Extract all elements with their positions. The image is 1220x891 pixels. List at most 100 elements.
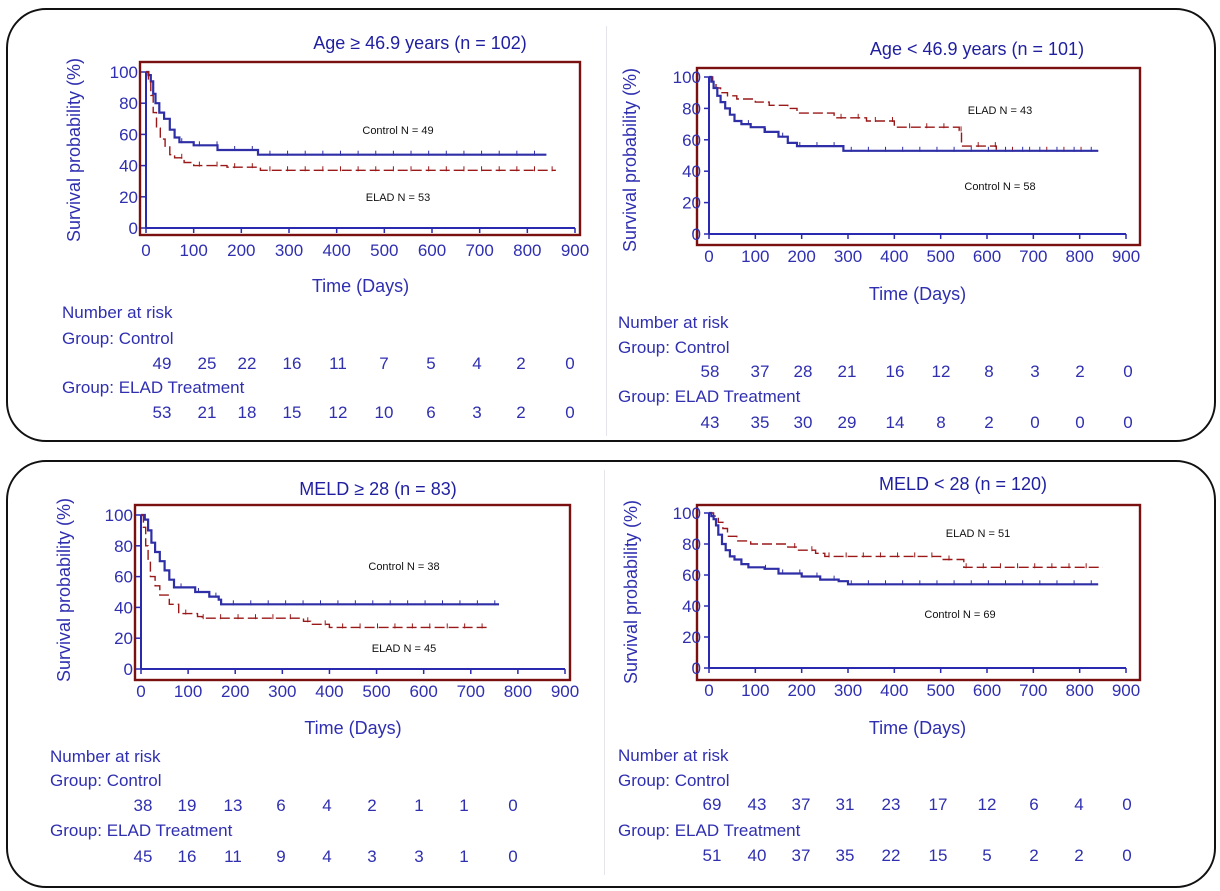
chart-1-risk-elad-value: 10 — [375, 403, 394, 422]
chart-4-x-tick-label: 100 — [741, 681, 769, 700]
chart-1-x-axis-title: Time (Days) — [312, 276, 409, 296]
chart-2-risk-control-value: 58 — [701, 362, 720, 381]
chart-1-risk-control-value: 5 — [426, 354, 435, 373]
chart-2-x-axis-title: Time (Days) — [869, 284, 966, 304]
chart-3-y-tick-label: 20 — [114, 629, 133, 648]
chart-2-y-tick-label: 40 — [682, 162, 701, 181]
chart-2-risk-control-value: 37 — [751, 362, 770, 381]
chart-3-x-tick-label: 300 — [268, 682, 296, 701]
chart-2-control-curve — [709, 75, 1099, 152]
chart-3-risk-elad-value: 1 — [459, 847, 468, 866]
chart-4-risk-control-value: 0 — [1122, 795, 1131, 814]
chart-4-risk-group-elad-label: Group: ELAD Treatment — [618, 821, 801, 840]
chart-2-x-tick-label: 800 — [1065, 247, 1093, 266]
chart-1-x-tick-label: 200 — [227, 241, 255, 260]
chart-4-risk-elad-value: 2 — [1029, 846, 1038, 865]
chart-1-risk-elad-value: 3 — [472, 403, 481, 422]
chart-2-risk-elad-value: 35 — [751, 413, 770, 432]
chart-3-risk-control-value: 4 — [322, 796, 331, 815]
chart-4-risk-elad-value: 5 — [982, 846, 991, 865]
chart-1-y-tick-label: 40 — [119, 157, 138, 176]
chart-2-elad-curve — [709, 76, 1099, 152]
chart-2-title: Age < 46.9 years (n = 101) — [870, 39, 1084, 59]
chart-4-risk-elad-value: 40 — [748, 846, 767, 865]
chart-2-x-tick-label: 500 — [926, 247, 954, 266]
chart-2-risk-elad-value: 2 — [984, 413, 993, 432]
chart-2-risk-elad-value: 0 — [1075, 413, 1084, 432]
chart-1-x-tick-label: 700 — [465, 241, 493, 260]
chart-4-risk-elad-value: 2 — [1074, 846, 1083, 865]
chart-3-x-tick-label: 900 — [551, 682, 579, 701]
chart-4-x-axis-title: Time (Days) — [869, 718, 966, 738]
chart-1-risk-elad-value: 53 — [153, 403, 172, 422]
chart-4-risk-control-value: 12 — [978, 795, 997, 814]
chart-3-y-tick-label: 100 — [105, 506, 133, 525]
chart-2-risk-control-value: 0 — [1123, 362, 1132, 381]
chart-2-y-tick-label: 0 — [692, 225, 701, 244]
chart-1-x-tick-label: 0 — [141, 241, 150, 260]
chart-4-x-tick-label: 800 — [1065, 681, 1093, 700]
chart-4-y-tick-label: 60 — [682, 566, 701, 585]
chart-4-y-tick-label: 80 — [682, 535, 701, 554]
bottom-panel-frame — [6, 460, 1216, 888]
chart-2-x-tick-label: 300 — [834, 247, 862, 266]
chart-3-x-tick-label: 400 — [315, 682, 343, 701]
chart-3-elad-n-label: ELAD N = 45 — [372, 643, 437, 655]
chart-2-risk-elad-value: 29 — [838, 413, 857, 432]
chart-4-title: MELD < 28 (n = 120) — [879, 474, 1047, 494]
chart-1-risk-elad-value: 0 — [565, 403, 574, 422]
chart-4-y-tick-label: 100 — [673, 504, 701, 523]
chart-1-risk-control-value: 11 — [329, 354, 347, 373]
chart-2-x-tick-label: 400 — [880, 247, 908, 266]
chart-1-elad-n-label: ELAD N = 53 — [366, 192, 431, 204]
chart-3-y-axis-title: Survival probability (%) — [54, 498, 74, 682]
chart-2-x-tick-label: 100 — [741, 247, 769, 266]
chart-3-x-tick-label: 600 — [409, 682, 437, 701]
chart-3-risk-group-control-label: Group: Control — [50, 771, 162, 790]
bottom-panel-divider — [604, 470, 605, 875]
chart-4-control-curve — [709, 511, 1099, 586]
chart-4-y-tick-label: 0 — [692, 659, 701, 678]
chart-1-risk-elad-value: 2 — [516, 403, 525, 422]
chart-1-plot-frame — [138, 60, 582, 237]
chart-4-x-tick-label: 0 — [704, 681, 713, 700]
chart-4-elad-n-label: ELAD N = 51 — [946, 528, 1011, 540]
chart-4-y-tick-label: 40 — [682, 597, 701, 616]
chart-3-risk-control-value: 13 — [224, 796, 243, 815]
chart-1-y-tick-label: 0 — [129, 219, 138, 238]
chart-4-x-tick-label: 400 — [880, 681, 908, 700]
chart-3-risk-elad-value: 11 — [224, 847, 242, 866]
chart-3-y-tick-label: 60 — [114, 568, 133, 587]
chart-2-risk-elad-value: 30 — [794, 413, 813, 432]
chart-3-y-tick-label: 0 — [124, 660, 133, 679]
chart-1-y-tick-label: 20 — [119, 188, 138, 207]
chart-3-y-tick-label: 80 — [114, 537, 133, 556]
chart-2-risk-control-value: 2 — [1075, 362, 1084, 381]
top-panel-divider — [606, 26, 607, 436]
chart-2-risk-elad-value: 0 — [1030, 413, 1039, 432]
chart-3-control-n-label: Control N = 38 — [368, 561, 439, 573]
chart-2-risk-control-value: 28 — [794, 362, 813, 381]
chart-3-risk-elad-value: 3 — [367, 847, 376, 866]
chart-2-y-tick-label: 20 — [682, 194, 701, 213]
chart-1-risk-elad-value: 6 — [426, 403, 435, 422]
chart-1-risk-heading: Number at risk — [62, 303, 173, 322]
chart-1-risk-group-control-label: Group: Control — [62, 329, 174, 348]
chart-2-risk-elad-value: 43 — [701, 413, 720, 432]
chart-1-control-curve — [146, 70, 547, 156]
chart-2-risk-control-value: 8 — [984, 362, 993, 381]
chart-3-x-tick-label: 200 — [221, 682, 249, 701]
chart-3-x-tick-label: 100 — [174, 682, 202, 701]
chart-3-x-tick-label: 500 — [362, 682, 390, 701]
chart-1-risk-group-elad-label: Group: ELAD Treatment — [62, 378, 245, 397]
chart-2-x-tick-label: 200 — [787, 247, 815, 266]
chart-2-risk-control-value: 12 — [932, 362, 951, 381]
chart-2-risk-group-elad-label: Group: ELAD Treatment — [618, 387, 801, 406]
chart-1-y-axis-title: Survival probability (%) — [64, 58, 84, 242]
chart-3-risk-control-value: 6 — [276, 796, 285, 815]
chart-1-risk-control-value: 25 — [198, 354, 217, 373]
chart-3-risk-elad-value: 3 — [414, 847, 423, 866]
chart-2-risk-elad-value: 8 — [936, 413, 945, 432]
chart-3-x-tick-label: 800 — [504, 682, 532, 701]
chart-3-risk-control-value: 38 — [134, 796, 153, 815]
